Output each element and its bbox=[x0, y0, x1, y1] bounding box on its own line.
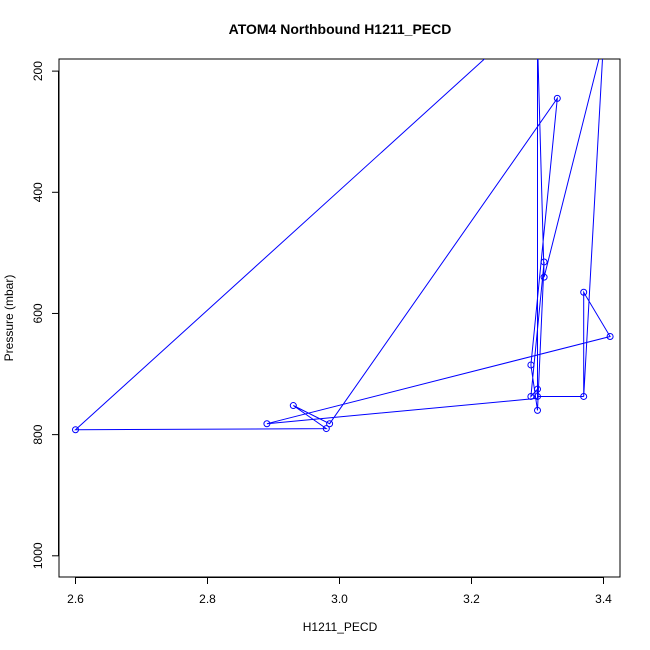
chart-title: ATOM4 Northbound H1211_PECD bbox=[229, 21, 452, 37]
y-tick-label: 600 bbox=[31, 303, 45, 323]
data-point bbox=[553, 94, 561, 102]
x-tick-label: 2.6 bbox=[67, 592, 84, 606]
data-point bbox=[534, 385, 541, 393]
series-line bbox=[74, 59, 611, 431]
y-tick-label: 800 bbox=[31, 424, 45, 444]
data-point bbox=[322, 425, 330, 433]
data-point bbox=[540, 273, 548, 281]
x-tick-label: 3.0 bbox=[331, 592, 348, 606]
data-point bbox=[263, 420, 271, 428]
y-tick-label: 400 bbox=[31, 182, 45, 202]
y-tick-label: 1000 bbox=[31, 542, 45, 569]
y-axis: 200 400 600 800 1000 bbox=[31, 61, 59, 569]
data-point bbox=[527, 392, 535, 400]
data-point bbox=[534, 406, 541, 414]
x-axis: 2.6 2.8 3.0 3.2 3.4 bbox=[67, 577, 612, 606]
data-point bbox=[601, 38, 607, 44]
plot-area bbox=[72, 38, 614, 434]
x-tick-label: 2.8 bbox=[199, 592, 216, 606]
x-tick-label: 3.4 bbox=[595, 592, 612, 606]
y-axis-label: Pressure (mbar) bbox=[2, 275, 16, 362]
data-point bbox=[580, 392, 588, 400]
x-axis-label: H1211_PECD bbox=[303, 620, 378, 634]
data-point bbox=[527, 361, 535, 369]
data-point bbox=[534, 392, 541, 400]
data-point bbox=[72, 426, 79, 434]
data-point bbox=[606, 332, 614, 340]
data-point bbox=[535, 38, 541, 44]
data-point bbox=[540, 258, 548, 266]
x-tick-label: 3.2 bbox=[463, 592, 480, 606]
data-point bbox=[289, 402, 297, 410]
y-tick-label: 200 bbox=[31, 61, 45, 81]
data-point bbox=[580, 288, 588, 296]
data-point bbox=[326, 420, 334, 428]
